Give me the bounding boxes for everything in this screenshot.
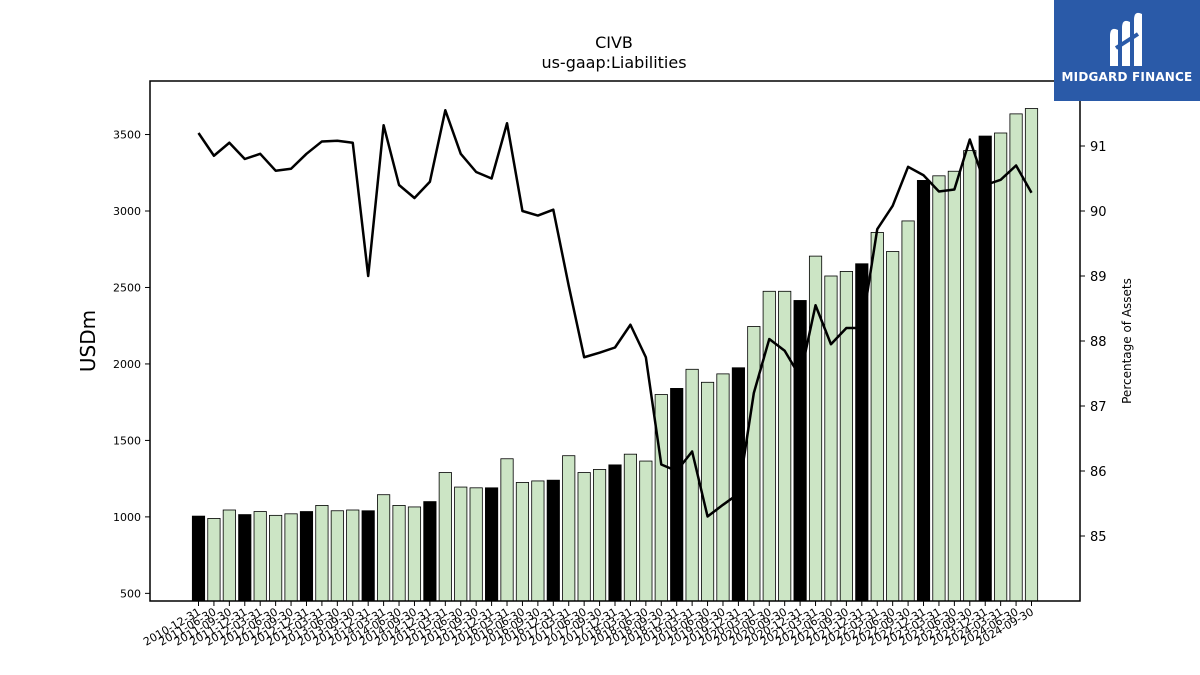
bar-28 xyxy=(623,453,638,602)
bar-32 xyxy=(685,368,699,602)
bar-6 xyxy=(284,513,298,602)
y2-tick-label: 85 xyxy=(1090,530,1107,545)
midgard-finance-logo: MIDGARD FINANCE xyxy=(1054,0,1200,101)
bar-20 xyxy=(500,458,514,602)
bar-25 xyxy=(577,472,591,602)
bar-44 xyxy=(870,232,884,602)
bar-24 xyxy=(562,455,576,602)
right-axis: 85 86 87 88 89 90 91 xyxy=(1080,140,1107,545)
y2-tick-label: 86 xyxy=(1090,465,1107,480)
bar-29 xyxy=(639,460,653,602)
y-tick-label: 2500 xyxy=(113,281,141,294)
bar-22 xyxy=(531,480,545,602)
bar-series xyxy=(191,108,1039,602)
bar-7 xyxy=(299,511,314,602)
bar-30 xyxy=(654,394,668,602)
bar-38 xyxy=(778,290,792,602)
chart-title: CIVB xyxy=(595,33,633,52)
bar-14 xyxy=(407,506,422,602)
bar-5 xyxy=(269,514,283,602)
bar-23 xyxy=(546,479,560,602)
bar-45 xyxy=(886,251,900,602)
y2-tick-label: 89 xyxy=(1090,270,1107,285)
bar-12 xyxy=(377,494,391,602)
bar-10 xyxy=(346,509,360,602)
percentage-line xyxy=(197,109,1033,518)
line-series xyxy=(197,109,1033,518)
bar-48 xyxy=(932,175,946,602)
bar-17 xyxy=(454,486,468,602)
y-tick-label: 500 xyxy=(120,587,141,600)
bar-51 xyxy=(978,135,992,602)
bar-41 xyxy=(824,275,838,602)
bar-42 xyxy=(839,271,853,602)
bar-52 xyxy=(994,132,1008,602)
bar-8 xyxy=(315,505,329,602)
bar-3 xyxy=(238,514,252,602)
bar-47 xyxy=(916,180,931,602)
y2-tick-label: 87 xyxy=(1090,400,1107,415)
bar-43 xyxy=(855,263,869,602)
bar-13 xyxy=(392,505,406,602)
bar-35 xyxy=(731,367,745,602)
bar-2 xyxy=(222,509,236,602)
bar-9 xyxy=(330,510,344,602)
bar-18 xyxy=(469,487,483,602)
bar-49 xyxy=(947,170,961,602)
bar-37 xyxy=(762,290,776,602)
bar-36 xyxy=(747,326,761,602)
bar-50 xyxy=(963,150,977,602)
midgard-logo-icon xyxy=(1110,12,1142,66)
bar-34 xyxy=(716,373,730,602)
bar-27 xyxy=(608,464,622,602)
bar-11 xyxy=(361,510,375,602)
chart-subtitle: us-gaap:Liabilities xyxy=(541,53,686,72)
y-tick-label: 1000 xyxy=(113,511,141,524)
x-axis: 2010-12-312011-06-302011-09-302011-12-31… xyxy=(141,601,1036,649)
bar-33 xyxy=(700,381,715,602)
bar-0 xyxy=(191,515,206,602)
y-tick-label: 2000 xyxy=(113,358,141,371)
bar-26 xyxy=(593,469,607,602)
y-tick-label: 3000 xyxy=(113,205,141,218)
y2-tick-label: 90 xyxy=(1090,205,1107,220)
y2-tick-label: 88 xyxy=(1090,335,1107,350)
left-axis: 500 1000 1500 2000 2500 3000 3500 xyxy=(113,129,150,600)
y2-tick-label: 91 xyxy=(1090,140,1107,155)
bar-31 xyxy=(670,388,684,602)
bar-1 xyxy=(207,518,221,602)
y-tick-label: 1500 xyxy=(113,434,141,447)
bar-53 xyxy=(1009,113,1023,602)
bar-15 xyxy=(423,501,437,602)
logo-text: MIDGARD FINANCE xyxy=(1061,70,1193,84)
y-tick-label: 3500 xyxy=(113,129,141,142)
y-axis-label: USDm xyxy=(76,310,100,372)
bar-39 xyxy=(793,300,807,602)
bar-21 xyxy=(515,482,530,602)
bar-46 xyxy=(901,220,915,602)
bar-16 xyxy=(438,472,452,602)
bar-19 xyxy=(485,487,499,602)
bar-4 xyxy=(253,511,267,602)
y2-axis-label: Percentage of Assets xyxy=(1120,278,1134,404)
bar-54 xyxy=(1024,108,1039,602)
